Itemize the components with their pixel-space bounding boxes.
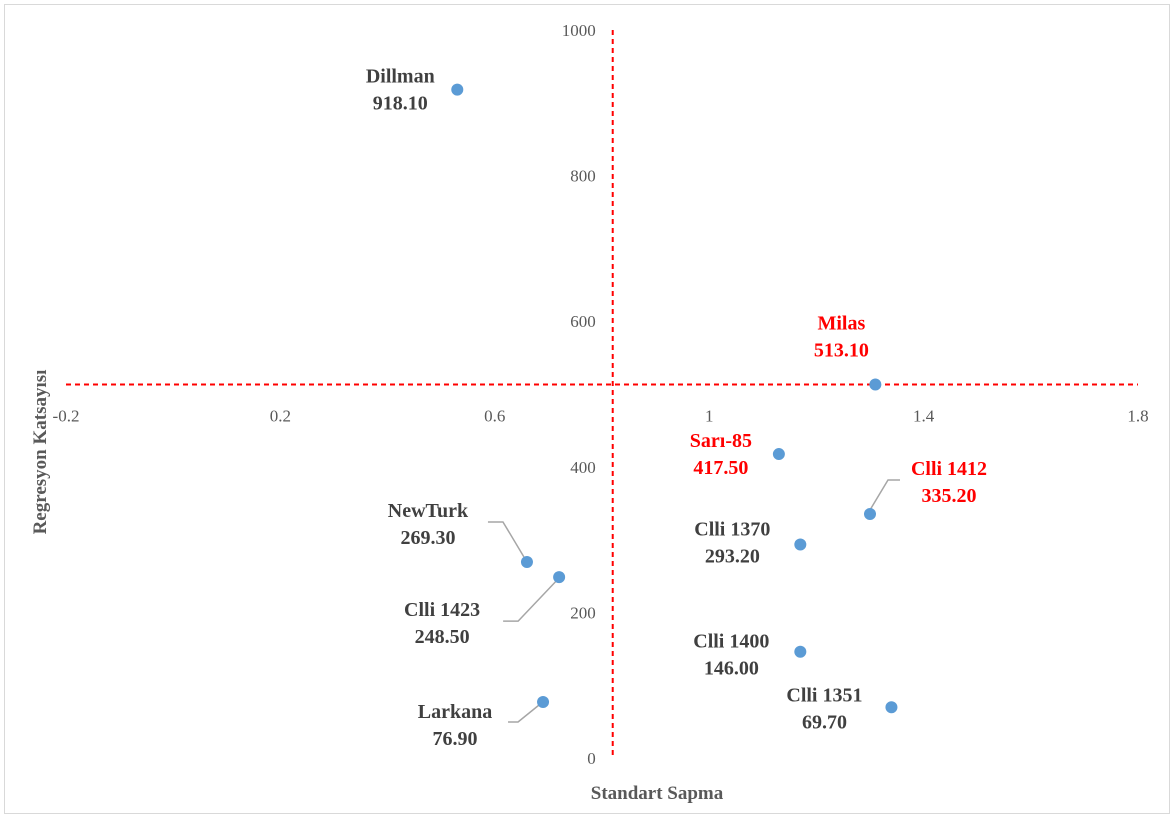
x-axis-ticks: -0.2 0.2 0.6 1 1.4 1.8 bbox=[53, 406, 1149, 425]
leader-line bbox=[487, 521, 525, 558]
x-tick-label: 1.4 bbox=[913, 406, 935, 425]
data-point bbox=[864, 507, 876, 520]
x-tick-label: -0.2 bbox=[53, 406, 80, 425]
data-point bbox=[553, 571, 566, 584]
point-label: Clli 1423 248.50 bbox=[404, 599, 480, 648]
point-labels: Dillman 918.10 Milas 513.10 Sarı-85 417.50 Cll… bbox=[366, 66, 987, 750]
point-name-label: Milas bbox=[817, 312, 865, 334]
y-axis-title: Regresyon Katsayısı bbox=[30, 370, 51, 535]
point-value-label: 918.10 bbox=[373, 93, 428, 115]
reference-lines bbox=[66, 30, 1138, 758]
point-value-label: 269.30 bbox=[400, 527, 455, 549]
point-label: Clli 1370 293.20 bbox=[694, 519, 770, 568]
data-point bbox=[520, 555, 533, 568]
x-tick-label: 1.8 bbox=[1127, 406, 1148, 425]
data-point bbox=[451, 83, 464, 96]
point-value-label: 76.90 bbox=[433, 728, 478, 750]
y-tick-label: 600 bbox=[570, 312, 596, 331]
x-axis-title: Standart Sapma bbox=[591, 783, 724, 804]
x-tick-label: 0.6 bbox=[484, 406, 505, 425]
point-label: Dillman 918.10 bbox=[366, 66, 435, 115]
y-tick-label: 400 bbox=[570, 458, 596, 477]
point-name-label: Clli 1412 bbox=[911, 458, 987, 480]
chart-frame bbox=[4, 4, 1170, 814]
point-value-label: 69.70 bbox=[802, 711, 847, 733]
y-tick-label: 200 bbox=[570, 603, 596, 622]
point-name-label: Sarı-85 bbox=[690, 430, 752, 452]
point-label: Larkana 76.90 bbox=[418, 701, 492, 750]
leader-lines bbox=[487, 479, 900, 723]
data-point bbox=[537, 696, 550, 709]
point-name-label: Clli 1351 bbox=[786, 684, 862, 706]
x-tick-label: 1 bbox=[705, 406, 714, 425]
point-value-label: 146.00 bbox=[704, 658, 759, 680]
point-label: Clli 1412 335.20 bbox=[911, 458, 987, 507]
y-axis-ticks: 0 200 400 600 800 1000 bbox=[562, 21, 596, 768]
point-value-label: 417.50 bbox=[693, 457, 748, 479]
point-label: Milas 513.10 bbox=[814, 312, 869, 361]
data-point bbox=[869, 378, 882, 391]
point-value-label: 248.50 bbox=[415, 626, 470, 648]
point-name-label: Clli 1370 bbox=[694, 519, 770, 541]
point-value-label: 335.20 bbox=[922, 485, 977, 507]
point-name-label: Larkana bbox=[418, 701, 492, 723]
data-points bbox=[451, 83, 898, 714]
point-value-label: 293.20 bbox=[705, 546, 760, 568]
point-name-label: Clli 1400 bbox=[693, 631, 769, 653]
y-tick-label: 1000 bbox=[562, 21, 596, 40]
data-point bbox=[794, 538, 807, 551]
leader-line bbox=[503, 580, 557, 622]
leader-line bbox=[508, 704, 540, 723]
x-tick-label: 0.2 bbox=[270, 406, 291, 425]
point-label: NewTurk 269.30 bbox=[388, 500, 469, 549]
point-label: Clli 1400 146.00 bbox=[693, 631, 769, 680]
data-point bbox=[885, 701, 898, 714]
y-tick-label: 0 bbox=[587, 749, 596, 768]
point-name-label: NewTurk bbox=[388, 500, 469, 522]
data-point bbox=[772, 448, 785, 461]
point-value-label: 513.10 bbox=[814, 339, 869, 361]
point-name-label: Dillman bbox=[366, 66, 435, 88]
point-label: Sarı-85 417.50 bbox=[690, 430, 752, 479]
y-tick-label: 800 bbox=[570, 167, 596, 186]
point-label: Clli 1351 69.70 bbox=[786, 684, 862, 733]
data-point bbox=[794, 645, 807, 658]
leader-line bbox=[869, 479, 900, 511]
point-name-label: Clli 1423 bbox=[404, 599, 480, 621]
